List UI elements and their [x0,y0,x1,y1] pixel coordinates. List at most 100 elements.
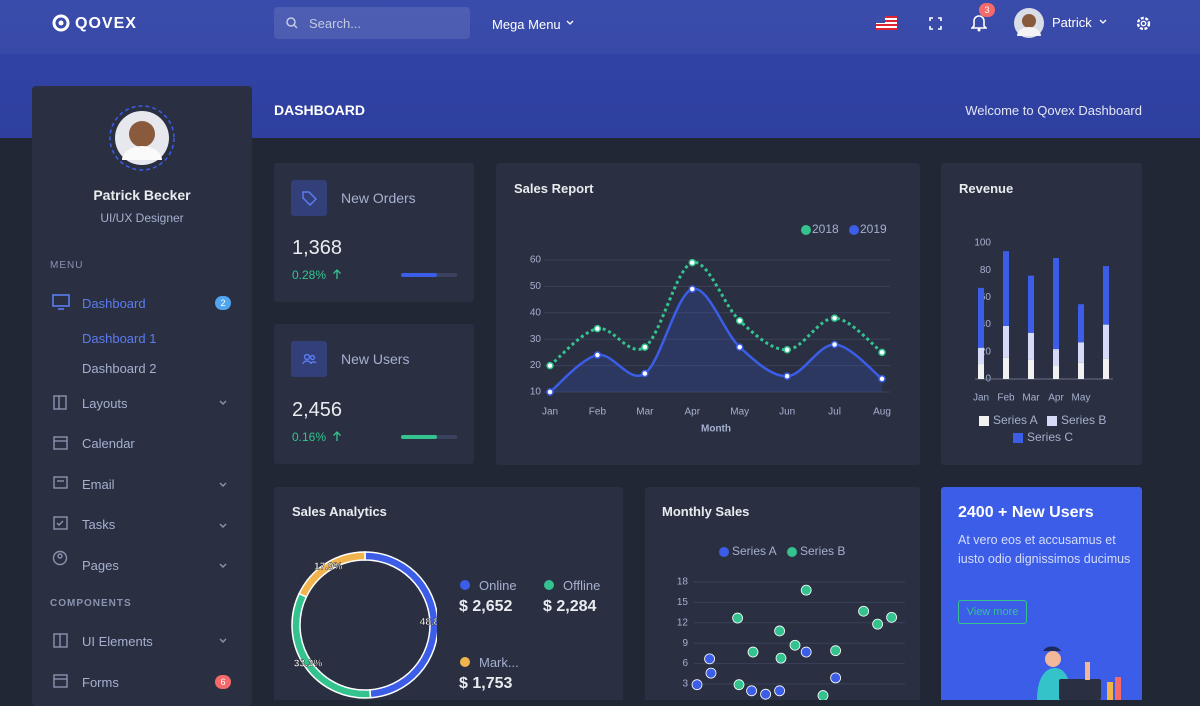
point [735,343,744,351]
data-label: 48.8% [420,617,448,628]
x-tick-label: Feb [589,407,607,418]
stat-title: New Users [341,351,410,367]
search-box[interactable] [274,7,470,39]
bar-segment [1078,362,1084,379]
promo-card: 2400 + New Users At vero eos et accusamu… [941,487,1142,700]
notification-badge: 3 [979,3,995,17]
user-avatar[interactable] [1014,8,1044,38]
point [691,679,703,691]
monthly-sales-card: Monthly Sales 3 6 9 12 15 18 Series A Series B [645,487,920,700]
area [550,288,882,392]
flag-icon[interactable] [876,16,897,30]
card-title: Revenue [959,181,1014,196]
donut-segment [298,551,366,598]
stat-icon [291,180,327,216]
bell-icon[interactable] [971,14,987,32]
sales-analytics-card: Sales Analytics 48.8% 33.3% 17.9% Online $ … [274,487,623,700]
point [705,667,717,679]
point [872,618,884,630]
point [732,612,743,624]
user-name[interactable]: Patrick [1052,15,1092,30]
view-more-button[interactable]: View more [958,600,1027,624]
legend-marker [719,547,729,557]
x-tick-label: Jun [779,407,795,418]
menu-item[interactable]: UI Elements [82,634,153,649]
chevron [566,20,574,25]
stat-value: 1,368 [292,237,343,259]
stat-card: New Users 2,456 0.16% [274,324,474,464]
submenu-item[interactable]: Dashboard 2 [82,361,157,376]
menu-item[interactable]: Email [82,477,115,492]
x-tick-label: Jul [828,407,841,418]
progress-track [401,273,457,277]
dashboard-icon [52,294,70,310]
menu-item[interactable]: Tasks [82,517,116,532]
menu-item[interactable]: Forms [82,675,119,690]
submenu-item[interactable]: Dashboard 1 [82,331,157,346]
legend-marker [787,547,797,557]
y-tick-label: 3 [682,679,688,690]
y-tick-label: 40 [980,319,992,330]
bar-segment [1103,358,1109,379]
legend-label: Online [479,578,517,593]
point [783,372,791,380]
profile-avatar [109,105,175,171]
point [830,645,842,657]
chevron [1099,19,1107,24]
point [704,653,715,665]
x-tick-label: Mar [1022,393,1040,404]
tag-icon [302,191,317,206]
stat-card: New Orders 1,368 0.28% [274,163,474,302]
menu-item[interactable]: Layouts [82,396,128,411]
x-tick-label: Apr [685,407,701,418]
bar-segment [1028,332,1034,360]
legend-amount: $ 2,284 [543,598,597,615]
point [733,679,745,691]
point [775,652,787,664]
card-title: Monthly Sales [662,504,750,519]
legend-label: Series C [1027,430,1073,444]
monthly-sales-chart: 3 6 9 12 15 18 Series A Series B [677,544,905,700]
legend-marker [1013,433,1023,443]
x-tick-label: May [730,407,749,418]
page-title: DASHBOARD [274,102,365,118]
y-tick-label: 18 [677,577,689,588]
bar-segment [1003,325,1009,358]
point [789,639,801,651]
point [830,672,842,684]
y-tick-label: 50 [530,281,542,292]
logo[interactable]: QOVEX [75,15,137,32]
point [878,348,886,357]
point [735,316,744,325]
menu-item[interactable]: Pages [82,558,119,573]
bar-segment [978,347,984,365]
sales-report-card: Sales Report 10 20 30 40 50 60 Jan Feb Mar Apr May… [496,163,920,465]
fullscreen-icon[interactable] [929,17,942,30]
users-icon [302,353,317,365]
progress-track [401,435,457,439]
point [800,584,812,596]
legend-marker [979,416,989,426]
point [760,688,771,700]
stat-change: 0.28% [292,268,327,282]
sales-analytics-chart: 48.8% 33.3% 17.9% [291,551,448,699]
mega-menu[interactable]: Mega Menu [492,17,561,32]
menu-item[interactable]: Dashboard [82,296,146,311]
legend-amount: $ 1,753 [459,675,513,692]
x-axis-label: Month [701,424,731,435]
bar-segment [1053,349,1059,366]
point [746,685,757,697]
bar-segment [1053,257,1059,350]
legend-amount: $ 2,652 [459,598,513,615]
legend-label: Series A [732,544,777,558]
settings-icon[interactable] [1135,15,1152,32]
menu-badge: 6 [215,675,231,689]
legend-label: 2018 [812,222,839,236]
promo-title: 2400 + New Users [958,504,1094,521]
point [858,605,870,617]
legend-label: Mark... [479,655,519,670]
menu-item[interactable]: Calendar [82,436,135,451]
menu-heading: MENU [50,260,84,271]
menu-badge: 2 [215,296,231,310]
